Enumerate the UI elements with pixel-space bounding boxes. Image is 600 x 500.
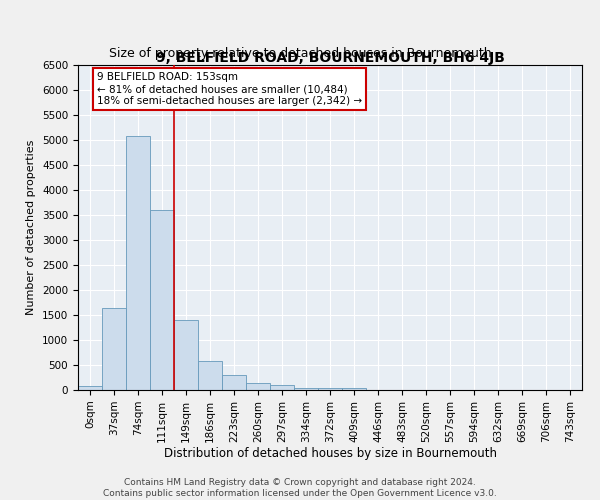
Text: Contains HM Land Registry data © Crown copyright and database right 2024.
Contai: Contains HM Land Registry data © Crown c… <box>103 478 497 498</box>
Bar <box>198 361 222 390</box>
Bar <box>270 385 294 390</box>
Bar <box>222 375 246 390</box>
Bar <box>102 308 126 390</box>
Bar <box>126 136 150 390</box>
Title: 9, BELFIELD ROAD, BOURNEMOUTH, BH6 4JB: 9, BELFIELD ROAD, BOURNEMOUTH, BH6 4JB <box>155 51 505 65</box>
Bar <box>78 386 102 390</box>
Bar <box>318 388 342 390</box>
Bar <box>150 210 174 390</box>
Y-axis label: Number of detached properties: Number of detached properties <box>26 140 37 315</box>
X-axis label: Distribution of detached houses by size in Bournemouth: Distribution of detached houses by size … <box>163 448 497 460</box>
Bar <box>246 382 270 390</box>
Text: 9 BELFIELD ROAD: 153sqm
← 81% of detached houses are smaller (10,484)
18% of sem: 9 BELFIELD ROAD: 153sqm ← 81% of detache… <box>97 72 362 106</box>
Bar <box>174 320 198 390</box>
Bar <box>294 388 318 390</box>
Bar <box>342 388 366 390</box>
Text: Size of property relative to detached houses in Bournemouth: Size of property relative to detached ho… <box>109 48 491 60</box>
